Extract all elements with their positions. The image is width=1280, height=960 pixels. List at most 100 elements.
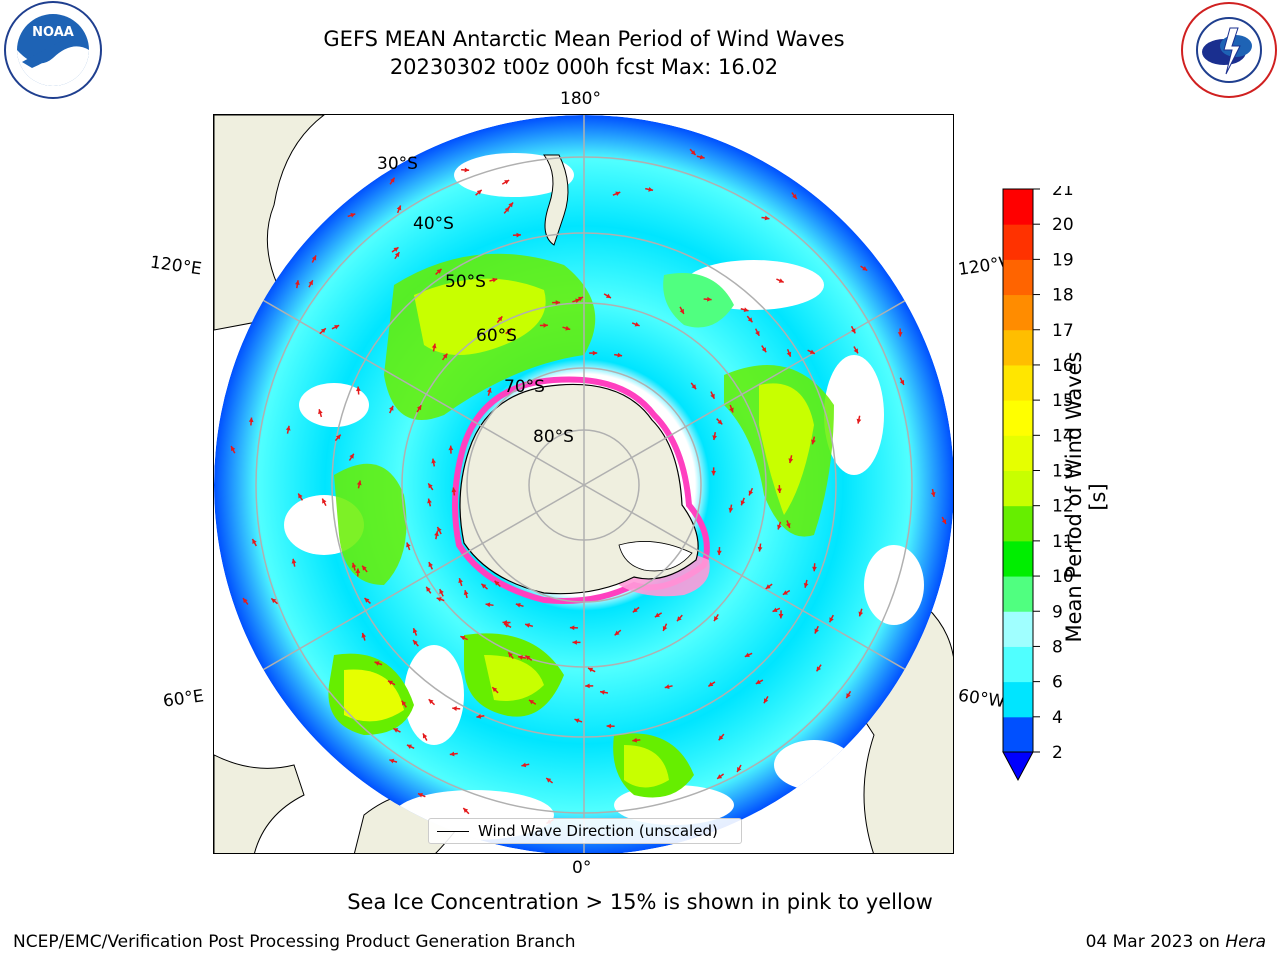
colorbar-segment	[1003, 400, 1033, 436]
wave-vector-head	[463, 808, 469, 813]
wave-vector-head	[788, 458, 794, 464]
wave-vector-head	[504, 207, 510, 213]
wave-vector-head	[565, 325, 571, 331]
wave-vector-head	[417, 793, 423, 798]
wave-vector-head	[899, 379, 905, 385]
wave-vector-head	[508, 202, 514, 208]
wave-vector-head	[362, 565, 367, 571]
wave-vector-head	[778, 613, 784, 619]
nws-logo	[1178, 0, 1280, 100]
wave-vector-head	[492, 687, 498, 693]
wave-vector-head	[311, 255, 317, 261]
wave-vector-head	[941, 519, 947, 525]
wave-vector-head	[320, 328, 326, 334]
wave-vector-head	[856, 418, 862, 424]
wave-vector-head	[605, 293, 611, 298]
wave-vector-head	[747, 317, 753, 323]
colorbar-segment	[1003, 435, 1033, 471]
wave-vector-head	[463, 590, 469, 596]
wave-vector-head	[785, 522, 791, 528]
colorbar-segment	[1003, 576, 1033, 612]
colorbar-segment	[1003, 540, 1033, 577]
wave-vector-head	[434, 531, 439, 537]
wave-vector-head	[600, 690, 605, 695]
wave-vector-head	[374, 661, 380, 666]
wave-vector-head	[271, 598, 277, 604]
colorbar-tick-label: 20	[1052, 215, 1074, 235]
colorbar-tick-label: 14	[1052, 426, 1074, 446]
wave-vector-head	[525, 623, 531, 628]
land-new-zealand	[543, 154, 569, 246]
wave-vector-head	[364, 598, 370, 603]
wave-vector-head	[757, 546, 763, 552]
wave-vector-head	[728, 507, 734, 513]
wave-vector-head	[361, 632, 367, 638]
wave-vector-head	[521, 762, 527, 768]
sea-ice-caption: Sea Ice Concentration > 15% is shown in …	[347, 890, 933, 914]
wave-vector-head	[334, 325, 340, 330]
wave-vector-head	[335, 434, 341, 440]
wave-vector-head	[711, 470, 717, 476]
wave-vector-head	[413, 640, 418, 646]
wave-vector-head	[707, 296, 712, 302]
wave-vector-head	[464, 167, 470, 173]
wave-vector-head	[811, 439, 816, 445]
wave-vector-head	[648, 187, 654, 192]
wave-vector-head	[782, 590, 788, 595]
wave-vector-head	[525, 655, 531, 661]
wave-vector-head	[572, 639, 577, 645]
wave-vector-head	[614, 630, 620, 636]
wave-vector-head	[786, 351, 792, 357]
wave-vector-head	[708, 681, 714, 687]
wave-vector-head	[476, 189, 482, 195]
wave-vector-head	[897, 332, 903, 337]
wave-vector-head	[322, 498, 327, 504]
wave-vector-head	[389, 758, 395, 764]
footer-left: NCEP/EMC/Verification Post Processing Pr…	[13, 932, 576, 952]
wave-vector-head	[487, 387, 492, 393]
wave-vector-head	[248, 417, 254, 423]
wave-vector-head	[437, 526, 442, 532]
colorbar-segment	[1003, 611, 1033, 647]
lat-label-80s: 80°S	[533, 427, 574, 447]
wave-vector-head	[460, 635, 466, 641]
wave-vector-head	[714, 616, 719, 622]
wave-vector-head	[504, 180, 510, 185]
wave-vector-head	[654, 612, 660, 618]
wave-vector-head	[718, 735, 724, 741]
wave-vector-head	[492, 277, 498, 283]
wave-vector-head	[632, 607, 638, 613]
colorbar-segment	[1003, 646, 1033, 683]
wave-vector-head	[858, 611, 864, 617]
wave-vector-head	[617, 352, 623, 358]
wave-vector-head	[716, 550, 722, 556]
wave-vector-head	[389, 405, 394, 411]
wave-vector-head	[458, 578, 463, 584]
wave-vector-head	[355, 568, 361, 573]
colorbar-tick-label: 16	[1052, 356, 1074, 376]
wave-vector-head	[427, 498, 432, 504]
wave-vector-head	[388, 680, 394, 686]
wave-vector-head	[664, 684, 670, 689]
lon-label-0: 0°	[572, 858, 592, 878]
colorbar-segment	[1003, 505, 1033, 542]
wave-vector-head	[575, 298, 581, 304]
colorbar-tick-label: 2	[1052, 743, 1063, 763]
wave-vector-head	[350, 213, 356, 218]
wave-vector-head	[503, 623, 509, 628]
wave-vector-head	[476, 713, 482, 719]
wave-vector-head	[497, 316, 503, 322]
wave-vector-head	[574, 718, 580, 723]
wave-vector-head	[431, 458, 437, 464]
colorbar-tick-label: 9	[1052, 602, 1063, 622]
wave-vector-head	[252, 538, 257, 544]
wave-vector-head	[615, 191, 621, 197]
colorbar-segment	[1003, 189, 1033, 225]
wave-vector-head	[555, 300, 561, 305]
wave-vector-head	[809, 349, 815, 354]
lon-label-60e: 60°E	[161, 686, 206, 712]
wave-vector-head	[351, 562, 357, 568]
wave-vector-head	[691, 384, 697, 390]
wave-vector-head	[761, 347, 767, 353]
lon-label-180: 180°	[560, 89, 601, 109]
